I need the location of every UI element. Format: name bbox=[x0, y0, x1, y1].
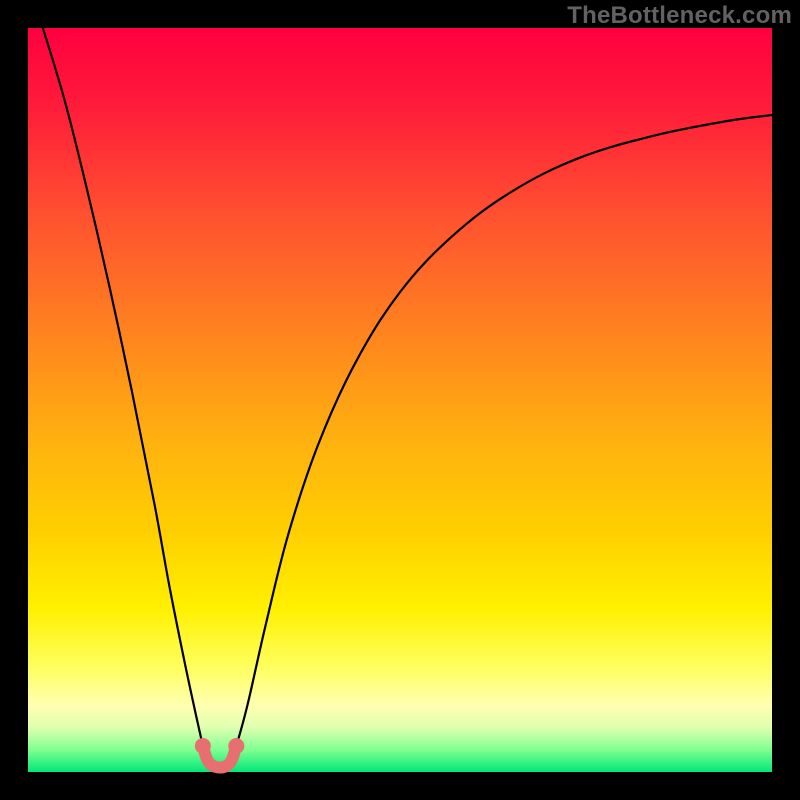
chart-frame: TheBottleneck.com bbox=[0, 0, 800, 800]
bottom-u-endpoint-left bbox=[195, 738, 211, 754]
watermark-text: TheBottleneck.com bbox=[567, 2, 792, 30]
plot-background bbox=[28, 28, 772, 772]
bottom-u-endpoint-right bbox=[228, 738, 244, 754]
bottleneck-chart-svg bbox=[0, 0, 800, 800]
